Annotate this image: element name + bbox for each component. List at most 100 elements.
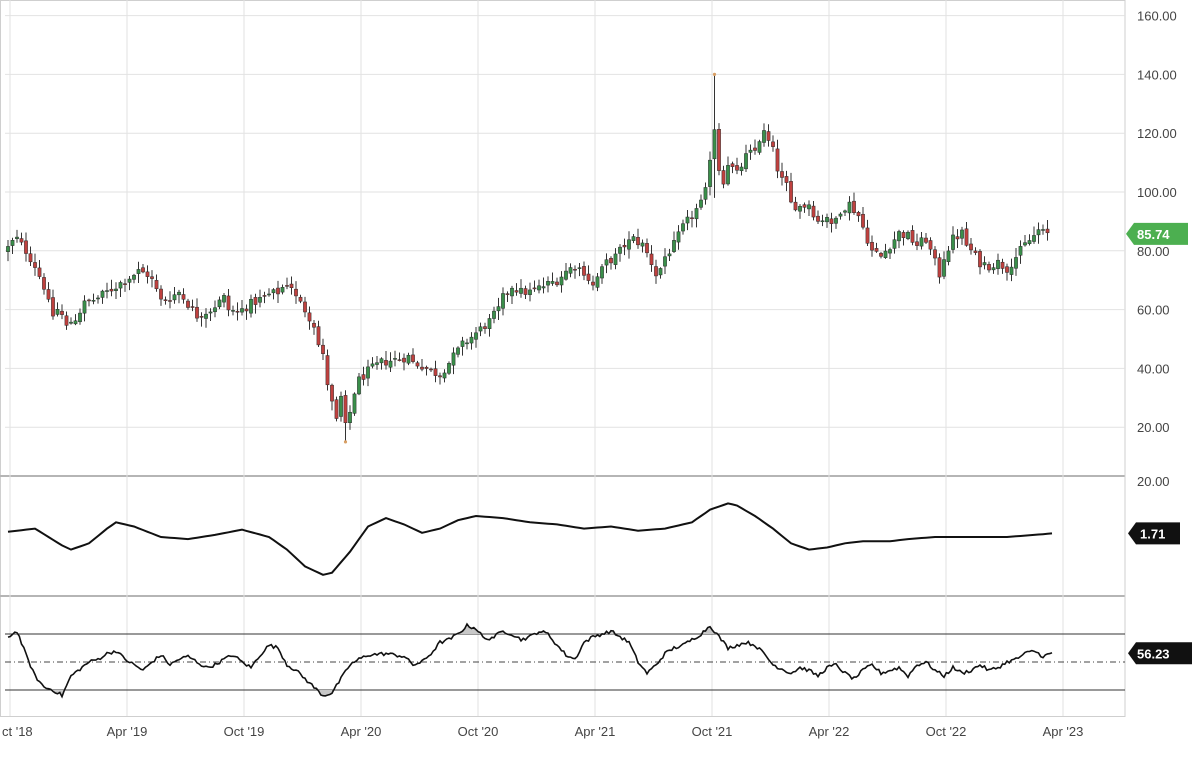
- candle-body: [231, 310, 235, 312]
- candle-body: [271, 289, 276, 294]
- candle-body: [897, 231, 901, 242]
- x-tick-label: Apr '21: [575, 724, 616, 739]
- x-tick-label: Apr '20: [341, 724, 382, 739]
- candle-body: [784, 176, 789, 183]
- candle-body: [528, 289, 532, 295]
- candle-body: [64, 315, 69, 326]
- candle-body: [541, 286, 546, 289]
- candle-body: [24, 240, 28, 254]
- candle-body: [1036, 229, 1041, 236]
- candle-body: [910, 230, 915, 243]
- x-tick-label: Apr '19: [107, 724, 148, 739]
- candle-body: [789, 181, 793, 203]
- candle-body: [582, 266, 586, 276]
- candle-body: [856, 212, 861, 217]
- candle-body: [136, 269, 141, 274]
- candle-body: [928, 240, 933, 250]
- candle-body: [240, 308, 244, 313]
- candle-body: [132, 274, 136, 280]
- candle-body: [460, 340, 465, 347]
- candle-body: [10, 240, 15, 246]
- candle-body: [663, 256, 667, 267]
- candle-body: [105, 290, 109, 292]
- candle-body: [960, 229, 964, 239]
- extreme-marker: [343, 440, 348, 444]
- candle-body: [483, 326, 487, 329]
- candle-body: [600, 266, 604, 279]
- candle-body: [127, 278, 132, 283]
- candle-body: [618, 246, 622, 254]
- oscillator-2-line: [7, 622, 1053, 699]
- candle-body: [519, 287, 523, 294]
- candle-body: [433, 368, 438, 376]
- candle-body: [226, 295, 231, 311]
- candle-body: [874, 248, 879, 252]
- candle-body: [654, 266, 658, 277]
- oscillator-1-line: [7, 502, 1053, 576]
- candle-body: [555, 281, 559, 286]
- candle-body: [879, 252, 883, 257]
- candle-body: [712, 129, 717, 160]
- candle-body: [150, 276, 154, 279]
- candle-body: [478, 326, 483, 332]
- candle-body: [370, 363, 375, 367]
- candle-body: [640, 242, 645, 247]
- candle-body: [168, 300, 172, 302]
- candle-body: [339, 395, 343, 417]
- candle-body: [109, 288, 114, 292]
- candle-body: [748, 149, 753, 153]
- x-tick-label: Oct '19: [224, 724, 265, 739]
- candle-body: [847, 201, 852, 214]
- candle-body: [811, 205, 816, 218]
- candle-body: [451, 352, 456, 366]
- candle-body: [685, 216, 690, 224]
- candle-body: [181, 294, 186, 300]
- candle-body: [442, 372, 447, 379]
- oscillator-1-badge: [1128, 522, 1180, 545]
- candle-body: [901, 232, 906, 238]
- candle-body: [213, 307, 217, 313]
- candle-body: [514, 290, 519, 293]
- candle-body: [267, 293, 271, 296]
- candle-body: [357, 376, 361, 395]
- candle-body: [843, 210, 847, 213]
- candle-body: [865, 227, 870, 244]
- candle-body: [991, 267, 996, 271]
- x-tick-label: Apr '22: [809, 724, 850, 739]
- candle-body: [591, 281, 595, 286]
- candle-body: [564, 270, 568, 280]
- price-panel: [6, 72, 1050, 444]
- candle-body: [636, 237, 640, 246]
- candle-body: [933, 249, 937, 259]
- candle-body: [955, 236, 960, 240]
- y-tick-label: 40.00: [1137, 361, 1170, 376]
- candle-body: [429, 368, 433, 371]
- oscillator-2-badge-value: 56.23: [1137, 646, 1170, 661]
- oscillator-1-badge-value: 1.71: [1140, 526, 1165, 541]
- candle-body: [717, 128, 721, 171]
- candle-body: [838, 213, 843, 217]
- x-tick-label: Apr '23: [1043, 724, 1084, 739]
- candle-body: [114, 288, 118, 291]
- candle-body: [604, 259, 609, 266]
- candle-body: [208, 311, 213, 314]
- y-tick-label: 60.00: [1137, 303, 1170, 318]
- candle-body: [829, 218, 834, 224]
- candle-body: [703, 187, 708, 200]
- candle-body: [474, 332, 478, 340]
- candle-body: [537, 285, 541, 291]
- candle-body: [6, 246, 10, 252]
- candle-body: [942, 259, 946, 277]
- candle-body: [19, 238, 24, 243]
- candle-body: [1032, 235, 1036, 242]
- candle-body: [465, 342, 469, 345]
- candle-body: [973, 250, 978, 253]
- candle-body: [532, 287, 537, 290]
- candle-body: [667, 253, 672, 257]
- candle-body: [951, 234, 955, 250]
- candle-body: [906, 231, 910, 240]
- candle-body: [1009, 266, 1014, 275]
- candle-body: [163, 299, 168, 301]
- candle-body: [649, 253, 654, 265]
